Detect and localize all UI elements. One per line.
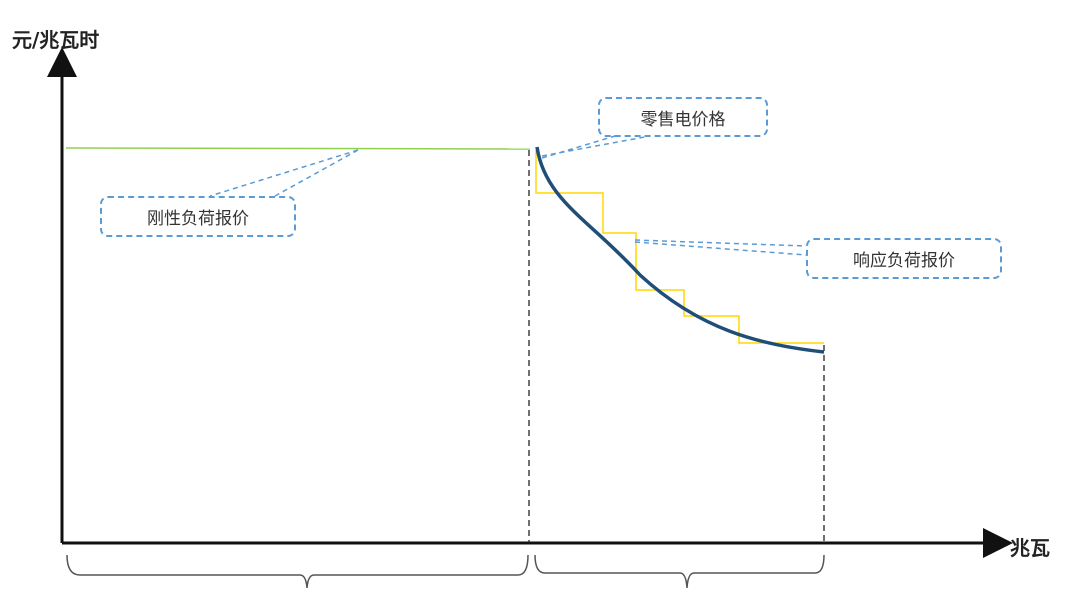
callout-leader-retail <box>541 135 651 159</box>
callout-responsive-load-bid: 响应负荷报价 <box>806 238 1002 279</box>
response-curve <box>535 146 825 354</box>
callout-retail-price: 零售电价格 <box>598 97 768 137</box>
brace-left <box>66 554 529 589</box>
callout-rigid-load-bid: 刚性负荷报价 <box>100 196 296 237</box>
step-bid-line <box>535 150 824 344</box>
x-axis-label: 兆瓦 <box>1010 536 1050 560</box>
rigid-load-line <box>65 147 531 150</box>
y-axis-label: 元/兆瓦时 <box>12 28 100 52</box>
callout-leader-response <box>634 239 807 256</box>
callout-leader-rigid <box>209 149 359 197</box>
brace-right <box>534 554 825 589</box>
